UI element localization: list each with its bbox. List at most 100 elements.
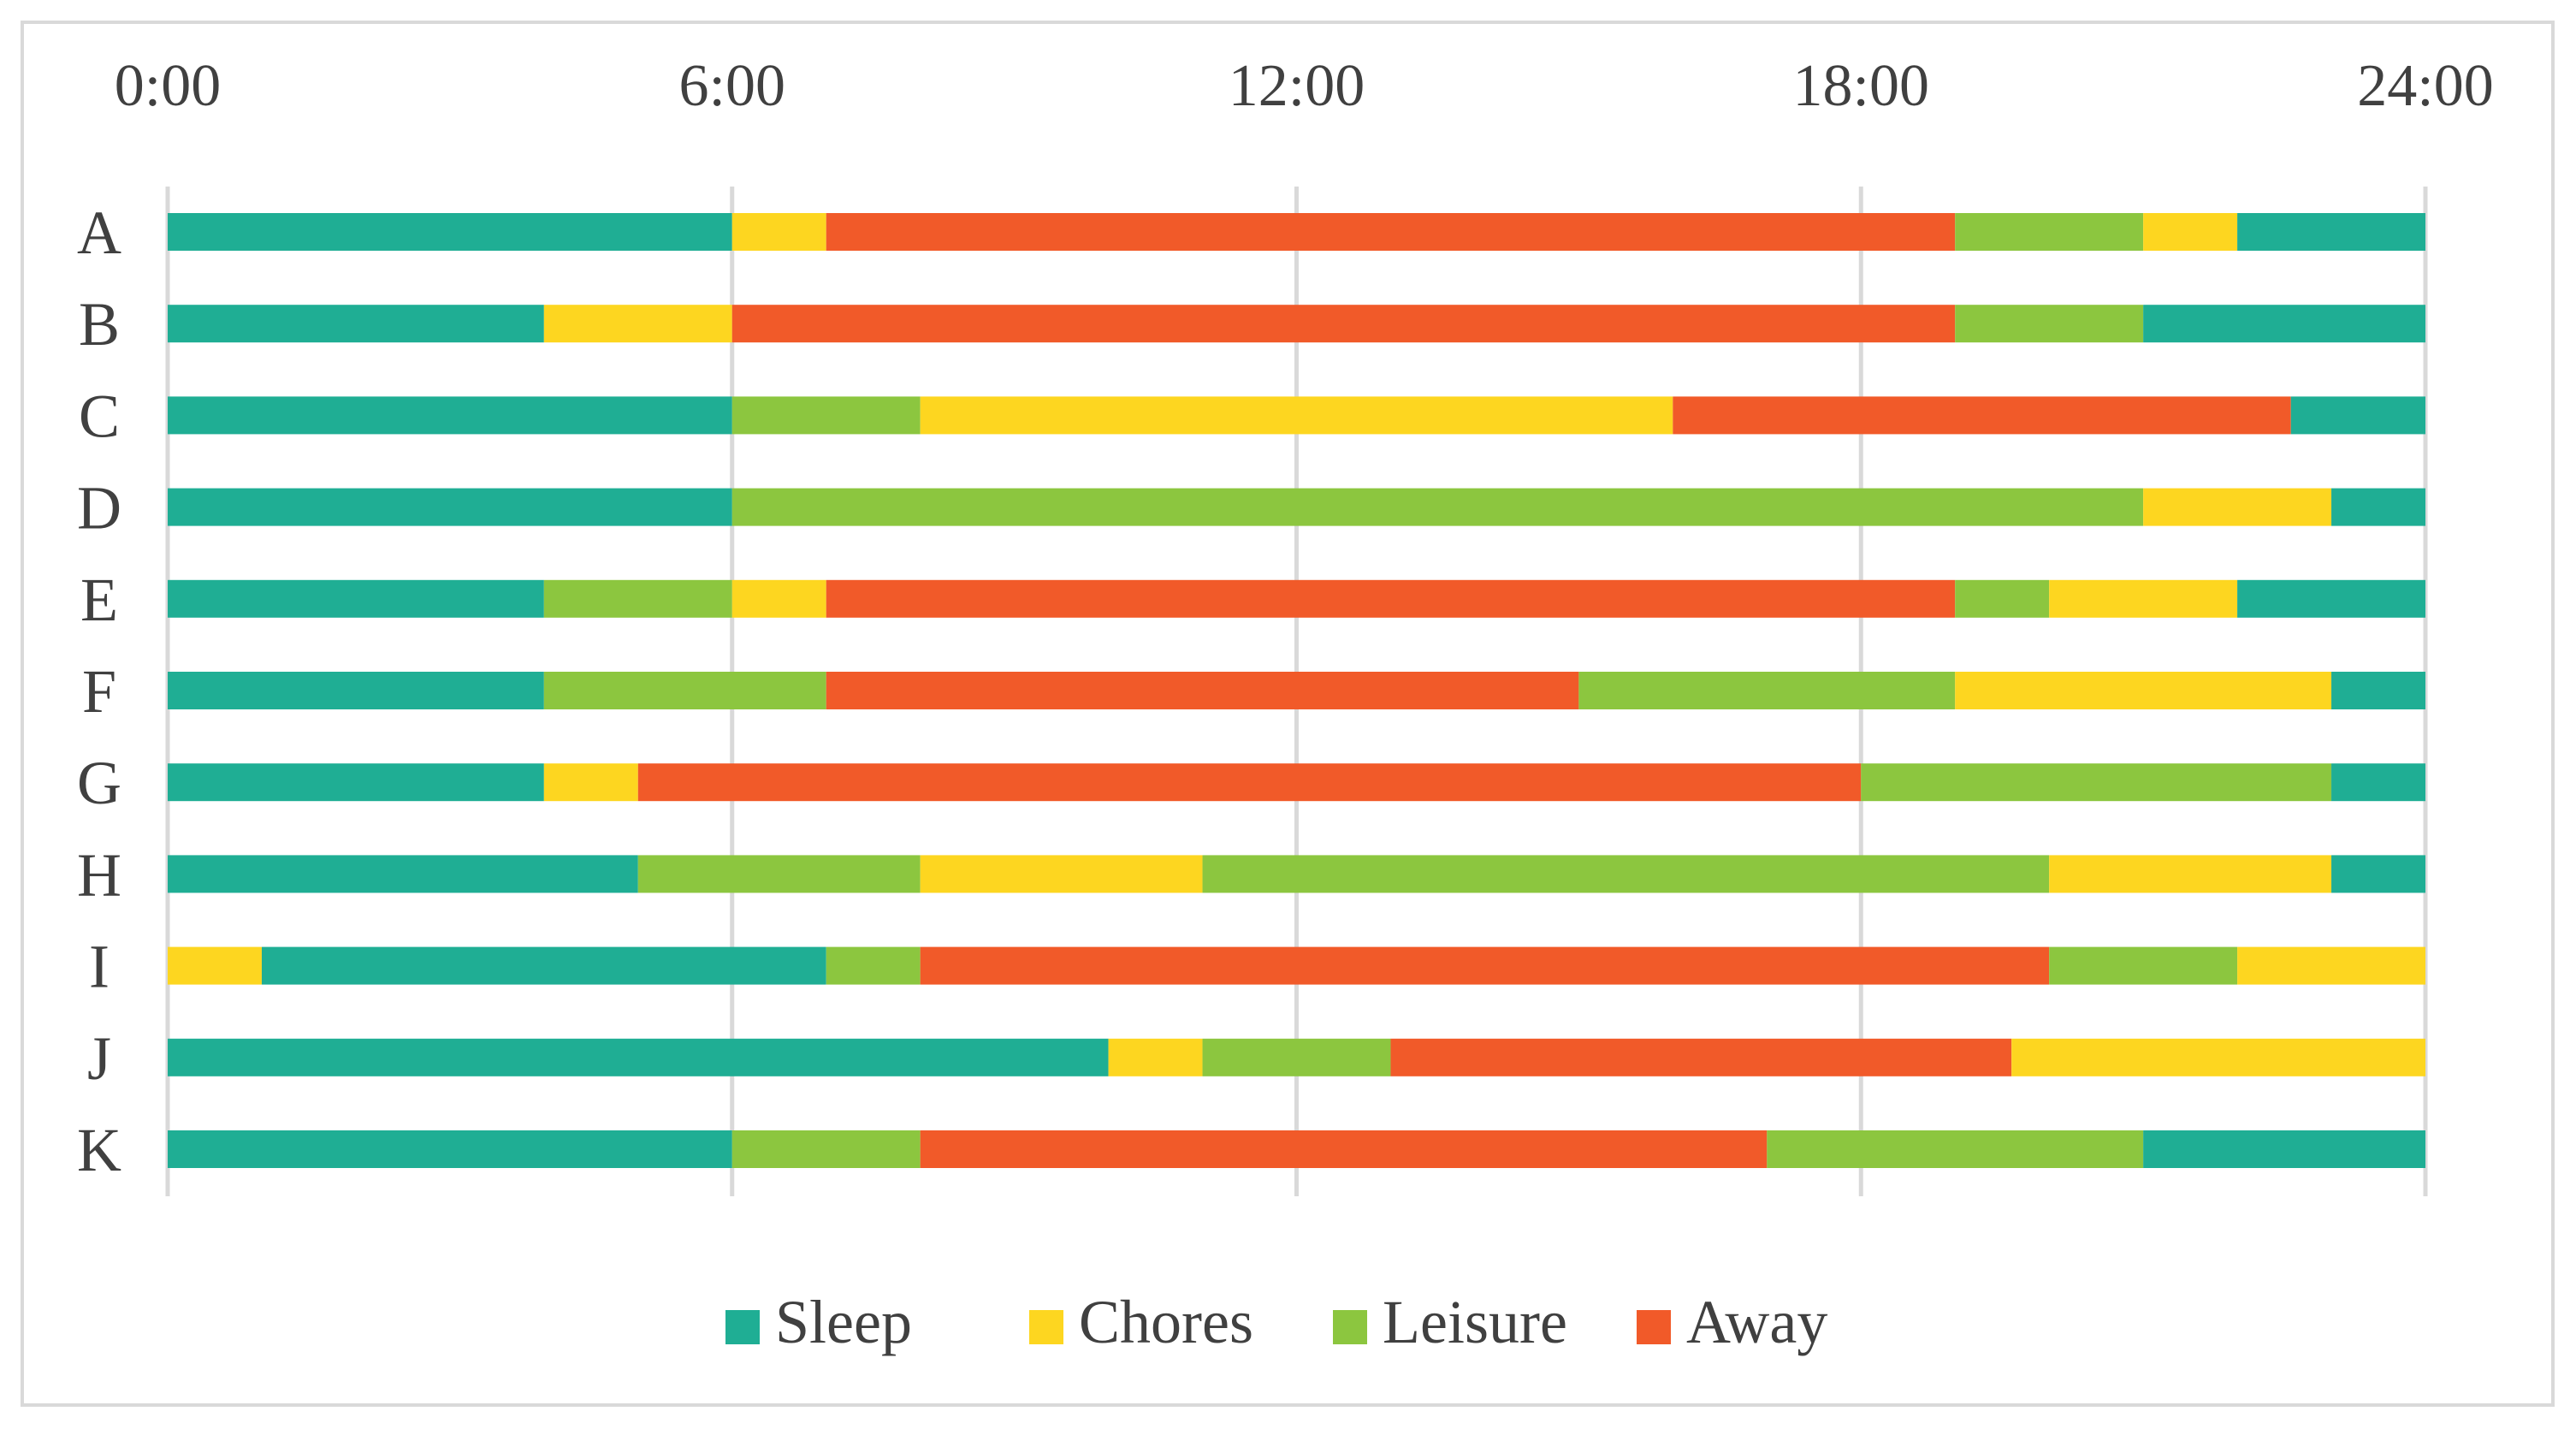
bar-segment-sleep [168,1038,1109,1076]
bar-segment-sleep [168,672,544,709]
legend-label: Leisure [1383,1288,1567,1356]
legend-swatch [1333,1310,1367,1344]
row-label: G [77,749,121,817]
legend-swatch [725,1310,760,1344]
bar-segment-leisure [543,579,732,618]
bar-segment-away [1673,396,2291,435]
bar-segment-sleep [2143,305,2425,343]
bar-segment-sleep [2331,488,2425,526]
bar-segment-away [920,1130,1768,1168]
legend-label: Chores [1079,1288,1253,1356]
bar-segment-chores [2049,855,2332,893]
bar-segment-sleep [261,946,826,985]
bar-segment-sleep [168,1130,732,1168]
bar-segment-chores [1955,672,2332,709]
x-tick-label: 24:00 [2357,53,2493,119]
legend-item-away: Away [1637,1288,1827,1356]
bar-segment-chores [1108,1038,1203,1076]
row-label: F [82,657,116,726]
legend-item-chores: Chores [1029,1288,1253,1356]
bar-row-E [168,579,2425,618]
legend-label: Away [1686,1288,1827,1356]
bar-row-D [168,488,2425,526]
bar-row-A [168,213,2425,251]
legend-swatch [1029,1310,1063,1344]
bar-segment-leisure [543,672,826,709]
bar-segment-leisure [731,1130,921,1168]
bar-segment-sleep [168,763,544,802]
bar-segment-sleep [168,855,638,893]
bar-segment-chores [2143,488,2332,526]
bar-segment-leisure [1955,579,2050,618]
bar-row-C [168,396,2425,435]
bar-segment-chores [920,396,1673,435]
bar-segment-chores [2049,579,2238,618]
bar-segment-chores [168,946,262,985]
bar-segment-leisure [1767,1130,2144,1168]
bar-segment-leisure [1861,763,2332,802]
bar-segment-leisure [1202,1038,1391,1076]
bar-segment-chores [2011,1038,2425,1076]
bar-segment-sleep [168,305,544,343]
bar-segment-leisure [1202,855,2050,893]
bar-segment-leisure [826,946,921,985]
row-label: K [77,1116,121,1184]
x-tick-label: 12:00 [1229,53,1365,119]
bar-segment-leisure [2049,946,2238,985]
legend: Sleep Chores Leisure Away [725,1288,1827,1356]
bar-segment-away [1390,1038,2012,1076]
bar-segment-chores [731,579,826,618]
bar-segment-sleep [2290,396,2425,435]
bar-segment-leisure [1955,213,2144,251]
row-label: I [89,933,110,1001]
bar-row-B [168,305,2425,343]
bar-segment-chores [731,213,826,251]
bar-segment-away [731,305,1956,343]
bar-segment-sleep [168,488,732,526]
bar-segment-away [637,763,1862,802]
bar-segment-away [826,672,1579,709]
bar-segment-leisure [731,396,921,435]
bar-segment-chores [920,855,1203,893]
bar-segment-sleep [168,213,732,251]
bar-row-K [168,1130,2425,1168]
bar-segment-sleep [2143,1130,2425,1168]
bar-row-F [168,672,2425,709]
bar-segment-sleep [168,579,544,618]
bar-segment-away [920,946,2050,985]
bar-segment-chores [543,305,732,343]
bars [168,213,2425,1168]
bar-segment-chores [2237,946,2425,985]
legend-swatch [1637,1310,1671,1344]
bar-row-J [168,1038,2425,1076]
row-label: A [77,199,121,267]
x-tick-labels: 0:00 6:00 12:00 18:00 24:00 [115,53,2494,119]
row-label: E [80,566,118,634]
bar-row-H [168,855,2425,893]
bar-segment-leisure [1578,672,1956,709]
x-tick-label: 0:00 [115,53,221,119]
legend-item-leisure: Leisure [1333,1288,1567,1356]
bar-segment-sleep [2237,213,2425,251]
x-tick-label: 18:00 [1793,53,1929,119]
row-label: B [79,290,120,359]
x-tick-label: 6:00 [679,53,785,119]
legend-item-sleep: Sleep [725,1288,912,1356]
row-label: H [77,840,121,909]
bar-segment-away [826,579,1956,618]
bar-row-I [168,946,2425,985]
bar-segment-sleep [2237,579,2425,618]
row-label: C [79,382,120,450]
bar-row-G [168,763,2425,802]
row-label: J [87,1024,111,1093]
bar-segment-sleep [2331,672,2425,709]
bar-segment-sleep [2331,855,2425,893]
legend-label: Sleep [775,1288,912,1356]
bar-segment-leisure [731,488,2144,526]
bar-segment-away [826,213,1956,251]
bar-segment-chores [543,763,638,802]
bar-segment-chores [2143,213,2238,251]
